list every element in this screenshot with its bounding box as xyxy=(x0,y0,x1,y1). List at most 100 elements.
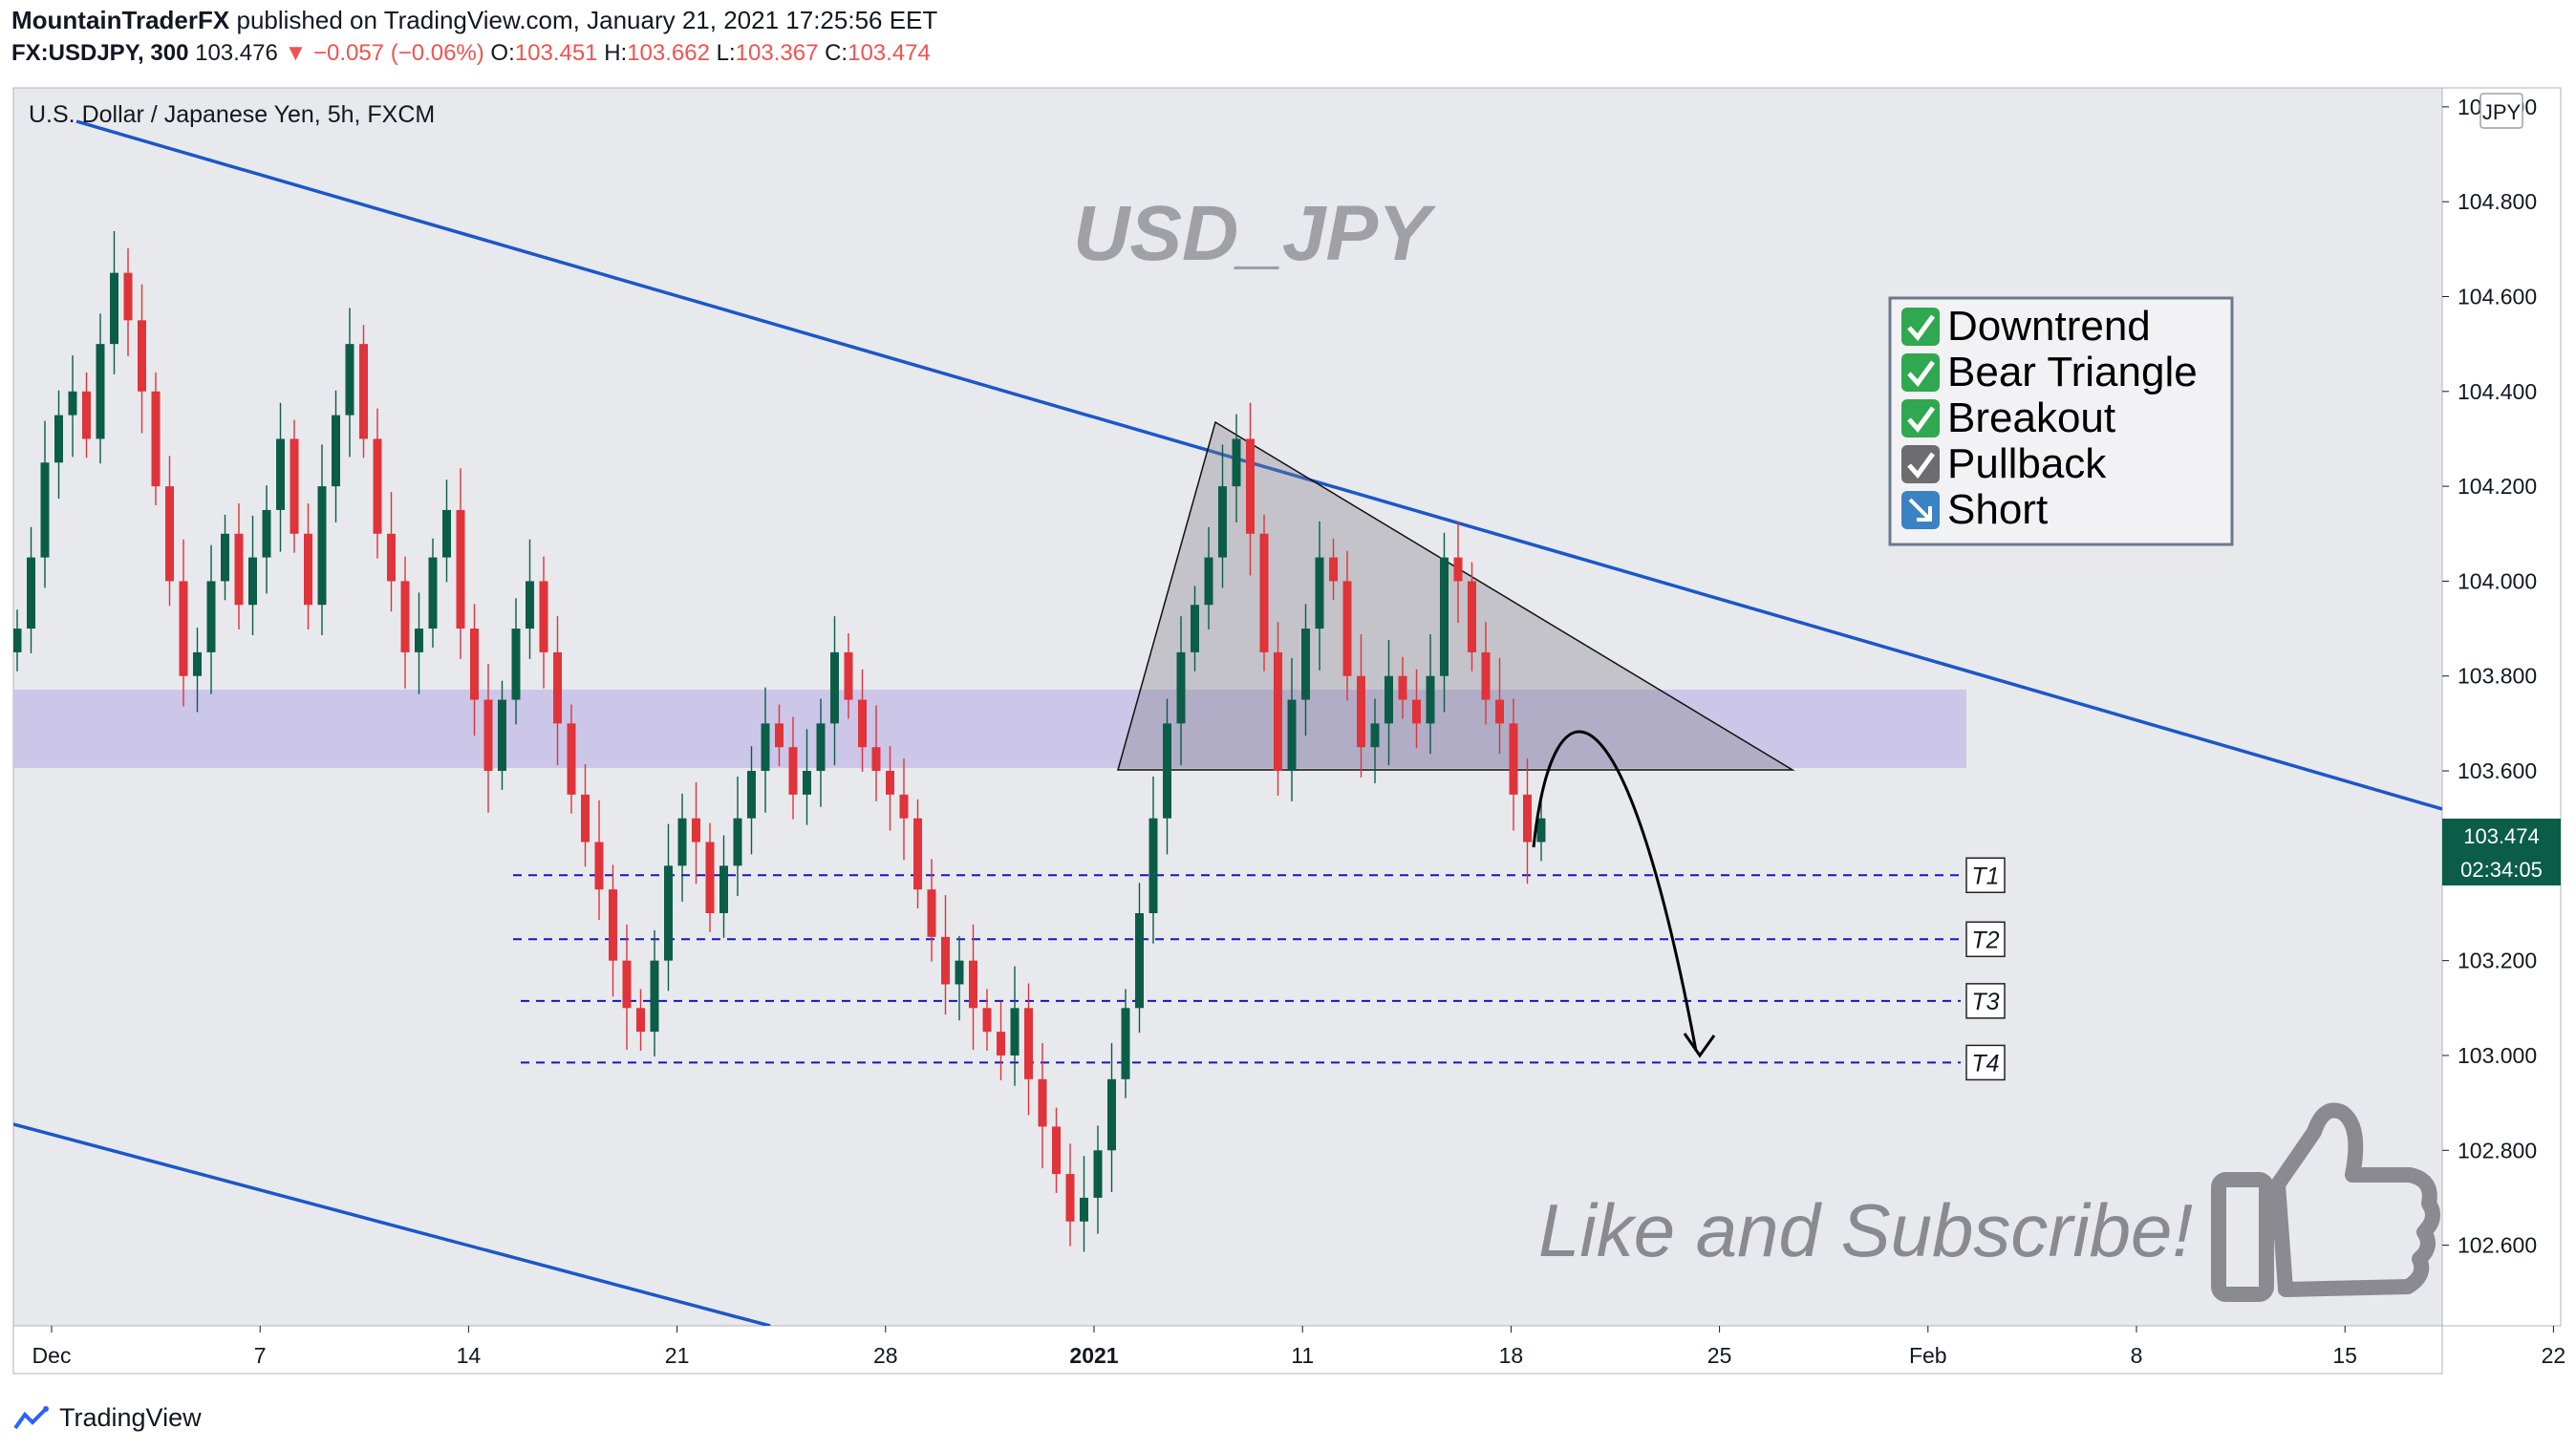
currency-badge-label: JPY xyxy=(2482,100,2522,124)
target-label: T1 xyxy=(1971,863,1999,889)
candle xyxy=(54,390,63,500)
y-tick-label: 104.200 xyxy=(2458,474,2537,499)
candle xyxy=(483,663,493,813)
y-tick-label: 103.000 xyxy=(2458,1043,2537,1068)
candle xyxy=(1301,604,1310,736)
candle xyxy=(1315,521,1324,671)
tradingview-logo-icon xyxy=(13,1406,49,1430)
candle xyxy=(941,895,950,1015)
y-tick-label: 102.800 xyxy=(2458,1138,2537,1162)
candle xyxy=(539,556,548,689)
x-tick-label: 25 xyxy=(1707,1343,1732,1368)
candle xyxy=(1107,1043,1116,1192)
x-tick-label: 22 xyxy=(2542,1343,2566,1368)
candle xyxy=(1135,883,1144,1034)
support-zone xyxy=(13,690,1966,768)
price-scale[interactable] xyxy=(2441,87,2562,1327)
candle xyxy=(1148,776,1158,944)
candle xyxy=(677,793,687,903)
chart-area[interactable]: USD_JPY Like and Subscribe! U.S. Dollar … xyxy=(0,84,2576,1412)
candle xyxy=(262,485,271,594)
candle xyxy=(997,1001,1005,1080)
target-label-box xyxy=(1965,1044,2006,1081)
x-tick-label: 11 xyxy=(1291,1343,1314,1368)
symbol-label: FX:USDJPY, 300 xyxy=(11,40,189,66)
candle xyxy=(830,616,839,766)
candle xyxy=(1536,799,1546,862)
last-price-tag xyxy=(2442,819,2561,853)
last-price: 103.476 xyxy=(195,40,278,66)
publish-info: MountainTraderFX published on TradingVie… xyxy=(11,6,937,35)
candle xyxy=(803,729,811,825)
candle xyxy=(982,989,992,1051)
candle xyxy=(1163,698,1171,855)
candle xyxy=(96,313,105,464)
candle xyxy=(871,705,881,801)
y-tick-label: 104.800 xyxy=(2458,189,2537,214)
time-scale[interactable] xyxy=(12,1325,2443,1375)
candle xyxy=(345,308,354,458)
candle xyxy=(1412,669,1421,749)
x-tick-label: 15 xyxy=(2332,1343,2357,1368)
price-change: ▼ −0.057 (−0.06%) xyxy=(284,40,484,66)
candle xyxy=(955,935,964,1021)
candle xyxy=(622,924,632,1051)
checklist-item-label: Pullback xyxy=(1947,440,2107,487)
candle xyxy=(927,859,936,962)
x-tick-label: Dec xyxy=(32,1343,72,1368)
candle xyxy=(165,456,174,607)
candle xyxy=(1010,966,1020,1086)
candle xyxy=(387,492,396,612)
candle xyxy=(1385,639,1393,766)
candlestick-chart[interactable]: USD_JPY Like and Subscribe! U.S. Dollar … xyxy=(0,84,2576,1412)
checklist-item-label: Downtrend xyxy=(1947,303,2151,350)
footer-brand: TradingView xyxy=(59,1402,202,1432)
check-green-icon xyxy=(1901,399,1940,437)
x-tick-label: 2021 xyxy=(1069,1343,1118,1368)
candle xyxy=(138,284,146,434)
candle xyxy=(221,514,229,601)
candle xyxy=(27,526,35,653)
lower-channel-line xyxy=(13,1122,771,1326)
candle xyxy=(1274,622,1282,796)
candle xyxy=(761,687,770,813)
x-tick-label: 7 xyxy=(254,1343,267,1368)
projection-arrowhead xyxy=(1683,1033,1716,1058)
projection-arrow xyxy=(1532,730,1698,1052)
candle xyxy=(733,776,742,897)
candle xyxy=(1440,532,1449,713)
candle xyxy=(581,764,590,867)
candle xyxy=(913,799,922,909)
target-label: T2 xyxy=(1971,927,1999,953)
close-label: C: xyxy=(825,40,848,66)
candle xyxy=(415,592,423,694)
low-value: 103.367 xyxy=(735,40,819,66)
candle xyxy=(1426,634,1435,755)
candle xyxy=(1191,586,1199,672)
candle xyxy=(1204,526,1213,630)
candle xyxy=(332,390,340,522)
candle xyxy=(290,419,299,553)
candle xyxy=(1065,1143,1075,1247)
candle xyxy=(1398,656,1407,719)
currency-badge[interactable] xyxy=(2479,93,2523,129)
candle xyxy=(428,538,438,648)
candle xyxy=(1093,1125,1103,1234)
checklist-item-label: Bear Triangle xyxy=(1947,349,2198,395)
candle xyxy=(705,822,715,932)
candle xyxy=(1038,1043,1047,1169)
open-label: O: xyxy=(490,40,515,66)
candle xyxy=(1024,983,1033,1116)
upper-channel-line xyxy=(75,119,2442,811)
candle xyxy=(1509,698,1518,831)
x-tick-label: Feb xyxy=(1909,1343,1947,1368)
footer: TradingView xyxy=(13,1398,202,1437)
checklist-item-label: Short xyxy=(1947,486,2048,533)
candle xyxy=(886,746,894,831)
high-value: 103.662 xyxy=(627,40,710,66)
candle xyxy=(456,468,465,659)
target-label-box xyxy=(1965,983,2006,1019)
candle xyxy=(664,823,673,992)
countdown-tag-label: 02:34:05 xyxy=(2460,858,2543,882)
candle xyxy=(442,480,451,583)
